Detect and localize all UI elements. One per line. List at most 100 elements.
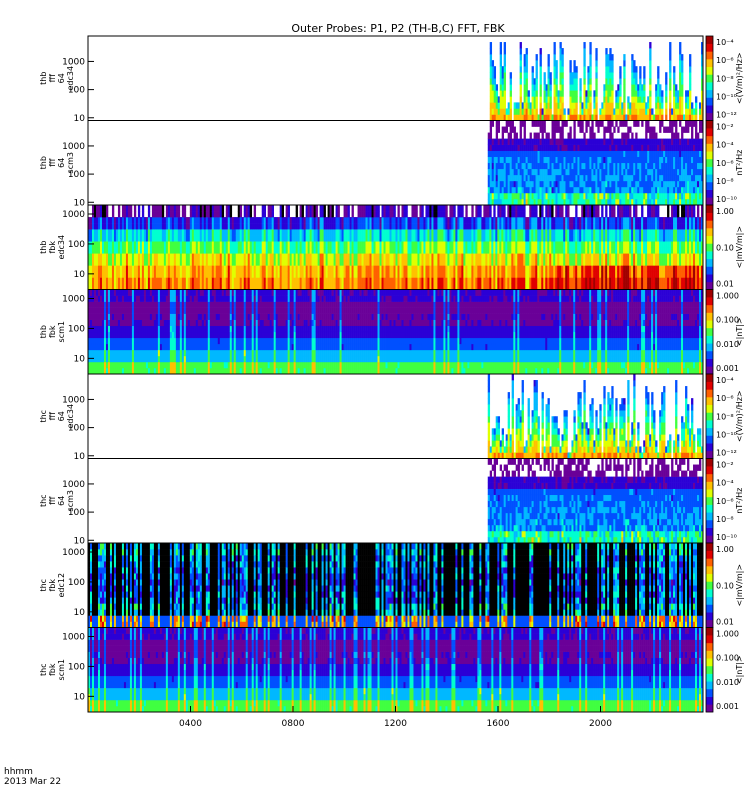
heatmap-cell — [701, 60, 704, 67]
heatmap-cell — [435, 217, 438, 224]
heatmap-cell — [341, 235, 344, 242]
heatmap-cell — [429, 223, 432, 230]
heatmap-cell — [529, 174, 532, 182]
heatmap-cell — [427, 277, 430, 284]
heatmap-cell — [635, 108, 638, 115]
heatmap-cell — [581, 162, 584, 170]
heatmap-cell — [675, 132, 678, 139]
heatmap-cell — [293, 241, 296, 248]
heatmap-cell — [411, 253, 414, 260]
heatmap-cell — [93, 229, 97, 236]
heatmap-cell — [359, 205, 362, 212]
heatmap-cell — [495, 198, 499, 206]
heatmap-cell — [491, 114, 495, 121]
heatmap-cell — [195, 265, 199, 272]
heatmap-cell — [589, 132, 592, 139]
heatmap-cell — [595, 72, 598, 79]
heatmap-cell — [457, 217, 460, 224]
heatmap-cell — [153, 229, 157, 236]
heatmap-cell — [299, 223, 302, 230]
heatmap-cell — [193, 241, 197, 248]
heatmap-cell — [211, 265, 215, 272]
heatmap-cell — [251, 217, 255, 224]
heatmap-cell — [605, 192, 608, 200]
heatmap-cell — [161, 277, 165, 284]
heatmap-cell — [191, 241, 195, 248]
heatmap-cell — [655, 192, 658, 200]
heatmap-cell — [129, 223, 133, 230]
heatmap-cell — [123, 271, 127, 278]
heatmap-cell — [593, 138, 596, 145]
heatmap-cell — [553, 60, 556, 67]
heatmap-cell — [295, 241, 298, 248]
heatmap-cell — [557, 162, 560, 170]
heatmap-cell — [695, 132, 698, 139]
heatmap-cell — [541, 174, 544, 182]
heatmap-cell — [527, 174, 530, 182]
heatmap-cell — [597, 186, 600, 194]
heatmap-cell — [507, 205, 510, 212]
heatmap-cell — [623, 162, 626, 170]
heatmap-cell — [569, 84, 572, 91]
heatmap-cell — [635, 180, 638, 188]
heatmap-cell — [533, 186, 536, 194]
heatmap-cell — [669, 60, 672, 67]
heatmap-cell — [155, 235, 159, 242]
heatmap-cell — [531, 198, 534, 206]
heatmap-cell — [563, 138, 566, 145]
heatmap-cell — [499, 96, 502, 103]
heatmap-cell — [533, 156, 536, 164]
heatmap-cell — [249, 229, 253, 236]
heatmap-cell — [119, 229, 123, 236]
heatmap-cell — [221, 271, 225, 278]
heatmap-cell — [571, 168, 574, 176]
heatmap-cell — [331, 229, 334, 236]
heatmap-cell — [637, 102, 640, 109]
heatmap-cell — [339, 241, 342, 248]
heatmap-cell — [491, 235, 494, 242]
heatmap-cell — [511, 174, 514, 182]
heatmap-cell — [453, 223, 456, 230]
heatmap-cell — [551, 144, 554, 151]
heatmap-cell — [503, 60, 506, 67]
heatmap-cell — [505, 259, 508, 266]
heatmap-cell — [389, 277, 392, 284]
heatmap-cell — [291, 229, 294, 236]
heatmap-cell — [459, 265, 462, 272]
heatmap-cell — [125, 265, 129, 272]
heatmap-cell — [485, 247, 488, 254]
heatmap-cell — [699, 156, 702, 164]
heatmap-cell — [629, 192, 632, 200]
heatmap-cell — [591, 156, 594, 164]
heatmap-cell — [417, 223, 420, 230]
heatmap-cell — [313, 265, 316, 272]
heatmap-cell — [359, 271, 362, 278]
heatmap-cell — [519, 174, 522, 182]
heatmap-cell — [521, 144, 524, 151]
heatmap-cell — [415, 271, 418, 278]
heatmap-cell — [90, 253, 93, 260]
heatmap-cell — [667, 198, 670, 206]
heatmap-cell — [433, 253, 436, 260]
heatmap-cell — [533, 78, 536, 85]
heatmap-cell — [499, 205, 502, 212]
heatmap-cell — [433, 241, 436, 248]
heatmap-cell — [169, 223, 173, 230]
heatmap-cell — [481, 283, 484, 290]
heatmap-cell — [653, 138, 656, 145]
heatmap-cell — [559, 84, 562, 91]
heatmap-cell — [599, 114, 602, 121]
heatmap-cell — [241, 253, 245, 260]
heatmap-cell — [361, 211, 364, 218]
heatmap-cell — [683, 126, 686, 133]
heatmap-cell — [603, 102, 606, 109]
heatmap-cell — [391, 235, 394, 242]
heatmap-cell — [103, 205, 107, 212]
heatmap-cell — [453, 253, 456, 260]
heatmap-cell — [387, 283, 390, 290]
heatmap-cell — [605, 168, 608, 176]
heatmap-cell — [701, 198, 704, 206]
heatmap-cell — [669, 162, 672, 170]
heatmap-cell — [275, 235, 278, 242]
heatmap-cell — [199, 253, 203, 260]
